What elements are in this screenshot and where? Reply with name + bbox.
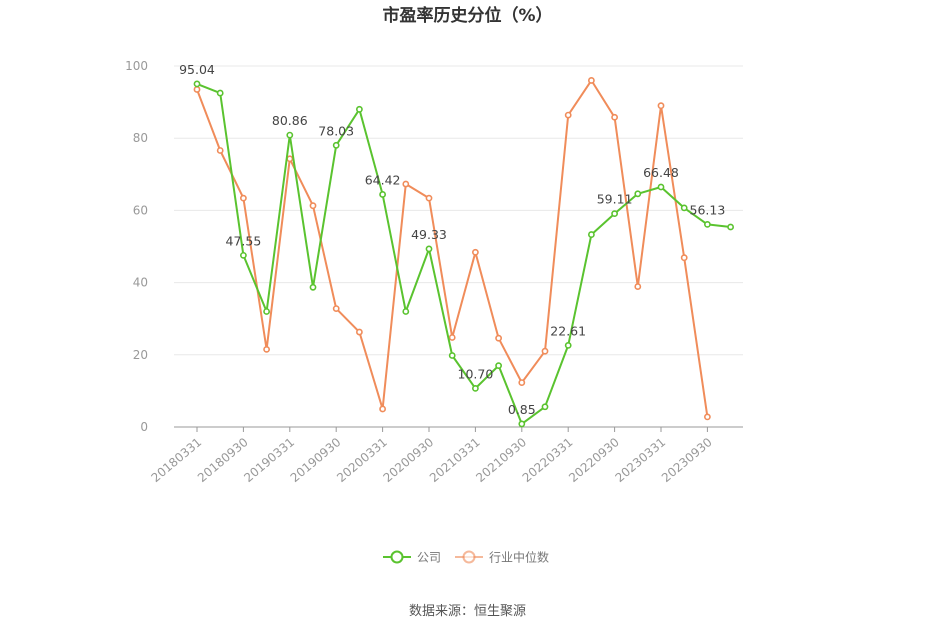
industry-median-point bbox=[518, 379, 526, 386]
x-tick-label: 20200331 bbox=[334, 435, 390, 485]
industry-median-point bbox=[704, 413, 711, 421]
company-point bbox=[564, 341, 572, 349]
legend-company-label: 公司 bbox=[417, 551, 441, 565]
industry-median-series-line bbox=[196, 79, 709, 418]
company-point bbox=[332, 141, 340, 149]
company-point bbox=[448, 352, 456, 359]
company-point bbox=[286, 131, 294, 139]
company-point bbox=[518, 420, 526, 428]
company-data-label: 59.11 bbox=[597, 192, 633, 207]
industry-median-point bbox=[193, 86, 201, 93]
company-point bbox=[471, 384, 479, 392]
company-data-label: 64.42 bbox=[365, 172, 401, 187]
company-point bbox=[239, 251, 247, 259]
company-data-label: 0.85 bbox=[508, 402, 536, 417]
industry-median-point bbox=[309, 202, 317, 210]
company-point bbox=[263, 308, 270, 315]
company-data-label: 49.33 bbox=[411, 227, 447, 242]
chart-title: 市盈率历史分位（%） bbox=[382, 5, 552, 26]
y-tick-label: 60 bbox=[133, 203, 148, 217]
industry-median-point bbox=[541, 347, 549, 355]
company-data-label: 78.03 bbox=[318, 123, 354, 138]
y-tick-label: 100 bbox=[125, 59, 148, 73]
industry-median-point bbox=[588, 77, 595, 84]
x-tick-label: 20190331 bbox=[241, 435, 297, 485]
industry-median-point bbox=[286, 155, 294, 163]
industry-median-point bbox=[680, 254, 688, 262]
company-data-label: 10.70 bbox=[458, 366, 494, 381]
legend: 公司 行业中位数 bbox=[383, 550, 549, 565]
data-labels: 95.04 47.55 80.86 78.03 64.42 49.33 10.70 0.85 2… bbox=[179, 62, 725, 417]
y-tick-label: 80 bbox=[133, 131, 148, 145]
industry-median-point bbox=[379, 405, 386, 413]
x-tick-label: 20190930 bbox=[288, 435, 344, 485]
x-tick-label: 20210930 bbox=[473, 435, 529, 485]
x-tick-label: 20220930 bbox=[566, 435, 622, 485]
company-point bbox=[611, 210, 618, 218]
company-point bbox=[657, 183, 665, 191]
data-source: 数据来源：恒生聚源 bbox=[409, 604, 526, 619]
y-tick-label: 40 bbox=[133, 276, 148, 290]
company-data-label: 80.86 bbox=[272, 113, 308, 128]
industry-median-point bbox=[355, 328, 363, 336]
series-layer bbox=[193, 77, 734, 428]
legend-item-industry-median[interactable]: 行业中位数 bbox=[455, 550, 549, 565]
x-tick-label: 20200930 bbox=[381, 435, 437, 485]
legend-company-marker bbox=[390, 550, 404, 564]
industry-median-point bbox=[216, 147, 224, 154]
y-tick-label: 0 bbox=[140, 420, 148, 434]
industry-median-point bbox=[239, 194, 247, 202]
y-tick-label: 20 bbox=[133, 348, 148, 362]
x-tick-label: 20230331 bbox=[613, 435, 669, 485]
company-point bbox=[193, 80, 201, 88]
company-point bbox=[495, 362, 502, 370]
company-point bbox=[704, 220, 711, 228]
industry-median-point bbox=[634, 283, 642, 290]
industry-median-point bbox=[495, 334, 502, 342]
industry-median-point bbox=[425, 194, 433, 202]
industry-median-point bbox=[263, 345, 270, 353]
company-point bbox=[216, 89, 224, 97]
industry-median-point bbox=[332, 305, 340, 312]
company-point bbox=[588, 231, 595, 238]
company-data-label: 56.13 bbox=[690, 202, 726, 217]
industry-median-point bbox=[402, 180, 410, 188]
company-series-line bbox=[196, 82, 731, 425]
industry-median-point bbox=[564, 111, 572, 119]
company-data-label: 66.48 bbox=[643, 165, 679, 180]
industry-median-point bbox=[448, 334, 456, 341]
industry-median-point bbox=[657, 102, 665, 110]
company-point bbox=[379, 191, 386, 198]
x-tick-label: 20230930 bbox=[659, 435, 715, 485]
legend-industry-label: 行业中位数 bbox=[489, 550, 549, 565]
grid bbox=[174, 65, 743, 356]
company-data-label: 47.55 bbox=[226, 233, 262, 248]
company-point bbox=[309, 283, 317, 291]
company-point bbox=[680, 204, 688, 212]
x-tick-label: 20220331 bbox=[520, 435, 576, 485]
company-data-label: 95.04 bbox=[179, 62, 215, 77]
industry-median-point bbox=[611, 113, 618, 121]
x-tick-label: 20180930 bbox=[195, 435, 251, 485]
industry-median-point bbox=[471, 248, 479, 256]
legend-item-company[interactable]: 公司 bbox=[383, 550, 441, 565]
company-point bbox=[634, 190, 642, 198]
company-data-label: 22.61 bbox=[550, 323, 586, 338]
company-point bbox=[402, 308, 410, 315]
company-point bbox=[355, 105, 363, 113]
company-point bbox=[541, 403, 549, 411]
company-point bbox=[425, 245, 433, 253]
company-point bbox=[727, 223, 734, 231]
legend-industry-marker bbox=[462, 550, 476, 564]
x-tick-label: 20210331 bbox=[427, 435, 483, 485]
x-tick-label: 20180331 bbox=[149, 435, 205, 485]
